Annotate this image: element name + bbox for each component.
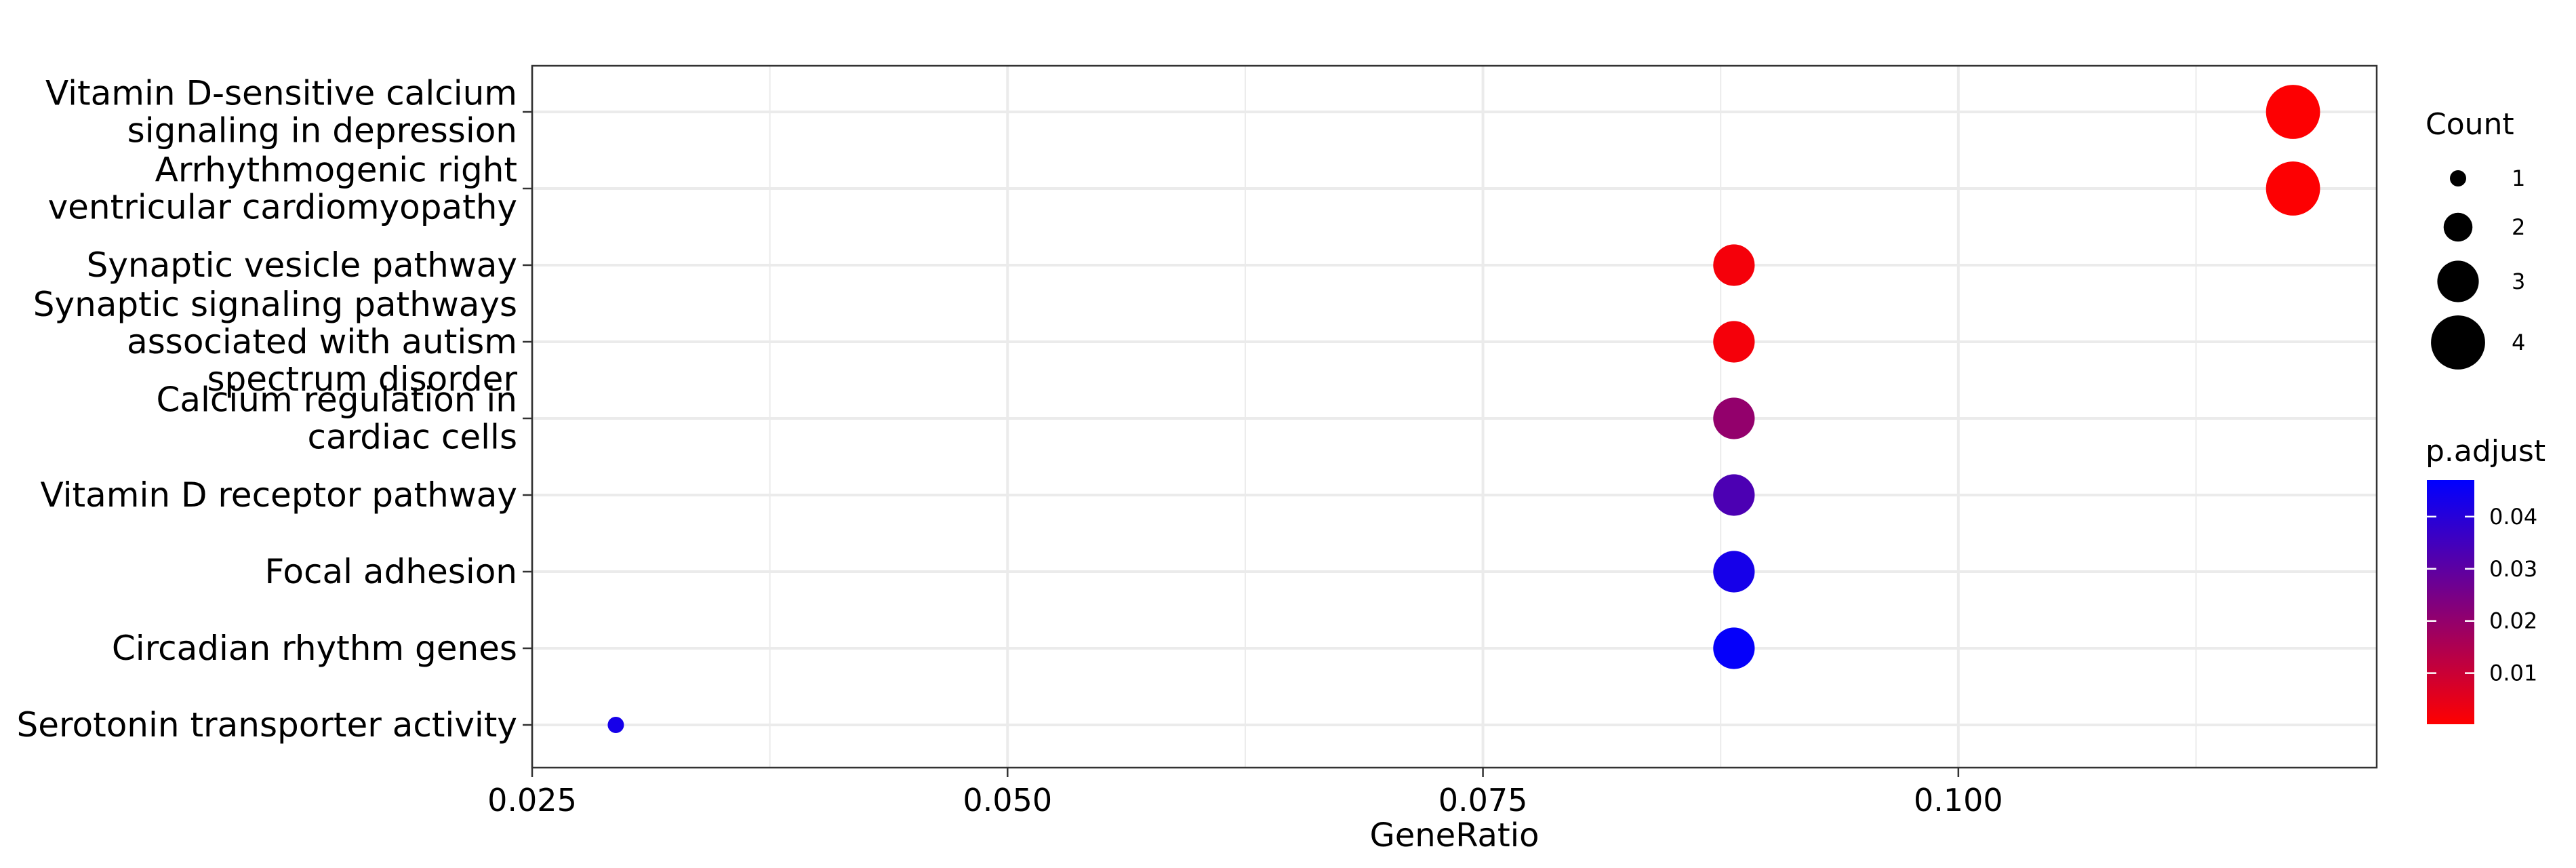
count-legend-key xyxy=(2431,315,2485,370)
x-tick-label: 0.025 xyxy=(487,782,577,818)
p-adjust-colorbar xyxy=(2427,480,2474,724)
data-points xyxy=(607,85,2320,733)
p-adjust-tick-label: 0.01 xyxy=(2489,660,2537,686)
grid-lines xyxy=(531,66,2377,768)
x-tick-label: 0.075 xyxy=(1438,782,1528,818)
p-adjust-tick-label: 0.04 xyxy=(2489,504,2537,530)
count-legend-key xyxy=(2450,170,2466,186)
y-tick-label: Calcium regulation in cardiac cells xyxy=(156,380,517,457)
data-point xyxy=(1713,397,1755,439)
data-point xyxy=(1713,244,1755,286)
data-point xyxy=(1713,551,1755,593)
y-tick-label: Vitamin D receptor pathway xyxy=(41,475,517,515)
x-axis: 0.025 0.050 0.075 0.100 xyxy=(487,768,2003,818)
panel-border xyxy=(531,64,2378,769)
data-point xyxy=(2266,161,2320,216)
y-axis: Vitamin D-sensitive calcium signaling in … xyxy=(17,74,532,745)
count-legend-label: 1 xyxy=(2512,165,2525,191)
p-adjust-legend: p.adjust 0.01 0.02 0.03 0.04 xyxy=(2426,434,2545,724)
count-legend-label: 2 xyxy=(2512,214,2525,240)
count-legend-label: 4 xyxy=(2512,330,2525,355)
p-adjust-tick-label: 0.03 xyxy=(2489,556,2537,582)
count-legend: Count 1 2 3 4 xyxy=(2426,107,2525,370)
y-tick-label: Synaptic signaling pathways associated wi… xyxy=(33,285,518,399)
y-tick-label: Synaptic vesicle pathway xyxy=(87,245,517,285)
p-adjust-legend-title: p.adjust xyxy=(2426,434,2545,469)
y-tick-label: Focal adhesion xyxy=(264,552,517,591)
y-tick-label: Arrhythmogenic right ventricular cardiomy… xyxy=(48,151,517,227)
count-legend-key xyxy=(2443,212,2473,242)
p-adjust-tick-label: 0.02 xyxy=(2489,608,2537,634)
data-point xyxy=(1713,474,1755,516)
x-tick-label: 0.100 xyxy=(1914,782,2003,818)
data-point xyxy=(607,717,624,733)
data-point xyxy=(1713,627,1755,669)
count-legend-key xyxy=(2437,260,2479,302)
x-axis-title: GeneRatio xyxy=(1370,816,1539,854)
y-tick-label: Circadian rhythm genes xyxy=(112,629,517,668)
data-point xyxy=(1713,321,1755,363)
y-tick-label: Serotonin transporter activity xyxy=(17,705,517,745)
y-tick-label: Vitamin D-sensitive calcium signaling in … xyxy=(45,74,517,151)
count-legend-title: Count xyxy=(2426,107,2514,142)
data-point xyxy=(2266,85,2320,139)
count-legend-label: 3 xyxy=(2512,269,2525,294)
x-tick-label: 0.050 xyxy=(963,782,1052,818)
